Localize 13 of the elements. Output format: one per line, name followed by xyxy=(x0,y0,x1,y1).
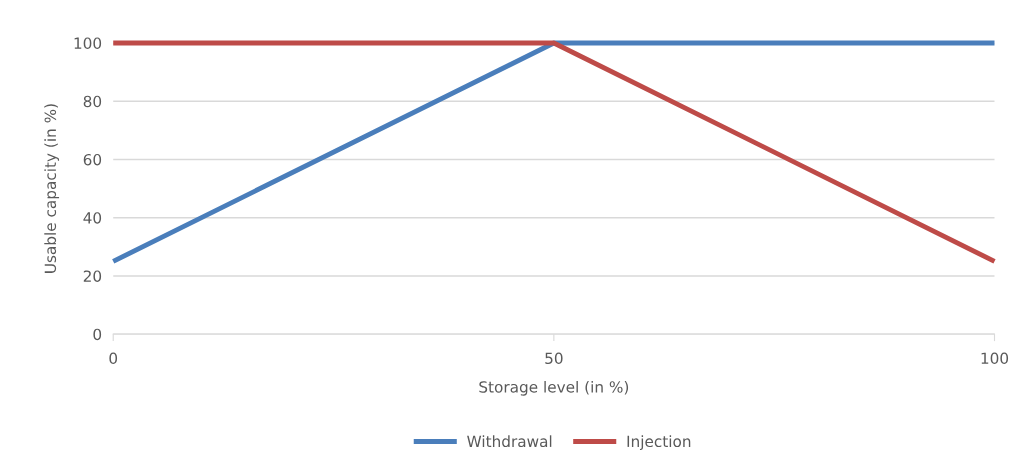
x-tick-label: 100 xyxy=(981,352,1009,365)
y-tick-label: 0 xyxy=(93,328,102,341)
x-tick-label: 0 xyxy=(109,352,118,365)
y-axis-title: Usable capacity (in %) xyxy=(44,104,60,273)
y-tick-label: 40 xyxy=(83,212,102,224)
x-tick-label: 50 xyxy=(545,352,563,365)
legend-label: Injection xyxy=(627,435,691,451)
y-tick-label: 20 xyxy=(83,270,102,282)
y-tick-label: 80 xyxy=(83,95,102,108)
y-tick-label: 100 xyxy=(74,37,102,49)
legend-label: Withdrawal xyxy=(467,435,552,448)
y-tick-label: 60 xyxy=(83,153,102,166)
x-axis-title: Storage level (in %) xyxy=(479,380,629,396)
